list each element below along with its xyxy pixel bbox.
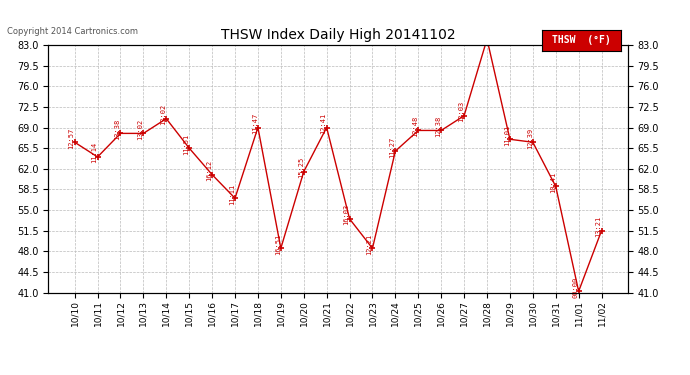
- Text: 13:02: 13:02: [137, 118, 144, 140]
- Text: 12:38: 12:38: [435, 116, 441, 137]
- Text: 11:14: 11:14: [92, 142, 97, 164]
- Text: THSW  (°F): THSW (°F): [552, 35, 611, 45]
- Text: 11:51: 11:51: [183, 134, 189, 154]
- Text: 12:31: 12:31: [0, 374, 1, 375]
- Text: 12:57: 12:57: [68, 128, 75, 149]
- Text: 12:03: 12:03: [458, 101, 464, 122]
- Text: 11:01: 11:01: [504, 124, 510, 146]
- Text: 13:02: 13:02: [160, 104, 166, 125]
- Text: 11:27: 11:27: [389, 136, 395, 158]
- Text: 11:47: 11:47: [252, 113, 258, 134]
- Text: 12:39: 12:39: [527, 128, 533, 149]
- Text: 10:41: 10:41: [550, 172, 555, 193]
- Text: Copyright 2014 Cartronics.com: Copyright 2014 Cartronics.com: [7, 27, 138, 36]
- Text: 13:21: 13:21: [595, 216, 602, 237]
- Title: THSW Index Daily High 20141102: THSW Index Daily High 20141102: [221, 28, 455, 42]
- Text: 00:00: 00:00: [573, 276, 579, 298]
- Text: 16:03: 16:03: [344, 204, 350, 225]
- Text: 12:41: 12:41: [321, 113, 326, 134]
- Text: 11:11: 11:11: [229, 183, 235, 205]
- Text: 13:38: 13:38: [115, 118, 121, 140]
- Text: 12:21: 12:21: [366, 234, 373, 255]
- Text: 12:48: 12:48: [413, 116, 418, 137]
- Text: 16:12: 16:12: [206, 160, 212, 181]
- Text: 15:25: 15:25: [298, 157, 304, 178]
- Text: 16:51: 16:51: [275, 234, 281, 255]
